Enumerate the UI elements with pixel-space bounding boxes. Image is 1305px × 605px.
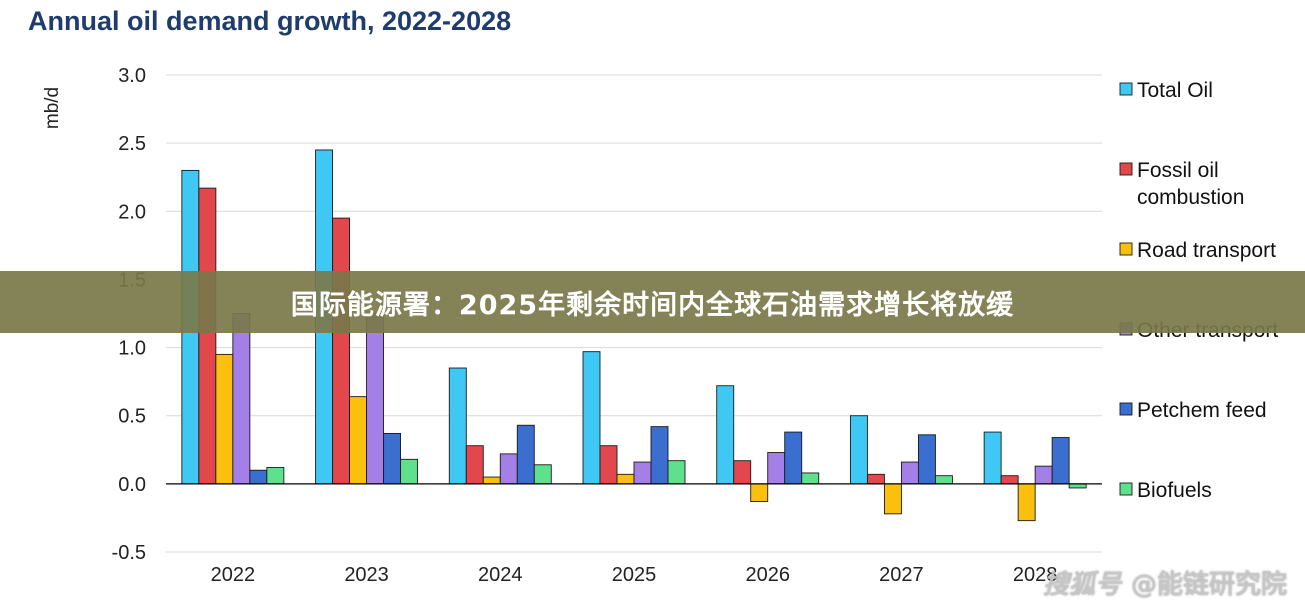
legend-swatch [1119,482,1133,496]
y-tick-label: 0.0 [118,474,146,496]
watermark-brand: 搜狐号 [1042,570,1121,600]
bar [332,217,351,485]
legend-swatch [1119,402,1133,416]
y-axis-label: mb/d [42,87,63,129]
x-tick-label: 2025 [612,564,657,586]
y-tick-label: -0.5 [112,542,146,564]
bar [650,426,669,485]
y-tick-label: 3.0 [118,65,146,87]
bar [883,483,902,515]
bar [917,434,936,485]
bar [349,396,368,485]
bar [1000,475,1019,485]
bar [1034,465,1053,485]
bar [482,476,501,485]
bar [499,453,518,485]
bar [599,445,618,485]
watermark: 搜狐号 @能链研究院 [1043,564,1287,601]
bar [198,187,217,485]
bar [366,313,385,485]
bar [866,473,885,485]
legend-swatch [1119,242,1133,256]
legend-swatch [1119,82,1133,96]
bar [849,415,868,485]
y-tick-label: 2.5 [118,133,146,155]
bar [900,461,919,485]
bar [383,432,402,485]
x-tick-label: 2024 [478,564,523,586]
banner-text: 国际能源署：2025年剩余时间内全球石油需求增长将放缓 [290,289,1015,321]
bar [400,458,419,485]
bar [215,353,234,485]
y-tick-label: 1.0 [118,338,146,360]
bar [750,483,769,503]
bar [767,452,786,485]
caption-banner: 国际能源署：2025年剩余时间内全球石油需求增长将放缓 [0,271,1305,333]
legend-label: Road transport [1137,239,1276,262]
bars [181,149,1087,522]
y-tick-label: 0.5 [118,406,146,428]
bar [516,424,535,485]
bar [1051,437,1070,485]
bar [633,461,652,485]
axes: -0.50.00.51.01.52.02.53.0mb/d20222023202… [42,65,1102,586]
bar [616,473,635,485]
legend-label: Fossil oil combustion [1137,159,1244,209]
bar [249,469,268,485]
legend-label: Petchem feed [1137,399,1267,422]
bar [448,367,467,485]
bar [716,385,735,485]
chart-title: Annual oil demand growth, 2022-2028 [28,6,512,36]
legend-label: Total Oil [1137,79,1213,102]
bar [232,313,251,485]
y-tick-label: 2.0 [118,201,146,223]
bar [983,431,1002,485]
bar [667,460,686,485]
legend-swatch [1119,162,1133,176]
bar [784,431,803,485]
bar [533,464,552,485]
x-tick-label: 2022 [211,564,256,586]
bar [1017,483,1036,522]
x-tick-label: 2023 [344,564,389,586]
watermark-handle: @能链研究院 [1130,570,1287,600]
x-tick-label: 2028 [1013,564,1058,586]
bar [733,460,752,485]
legend-label: Biofuels [1137,479,1212,502]
bar [465,445,484,485]
bar [801,472,820,485]
bar [266,467,285,485]
bar [934,475,953,485]
x-tick-label: 2027 [879,564,924,586]
x-tick-label: 2026 [745,564,790,586]
bar [582,351,601,485]
